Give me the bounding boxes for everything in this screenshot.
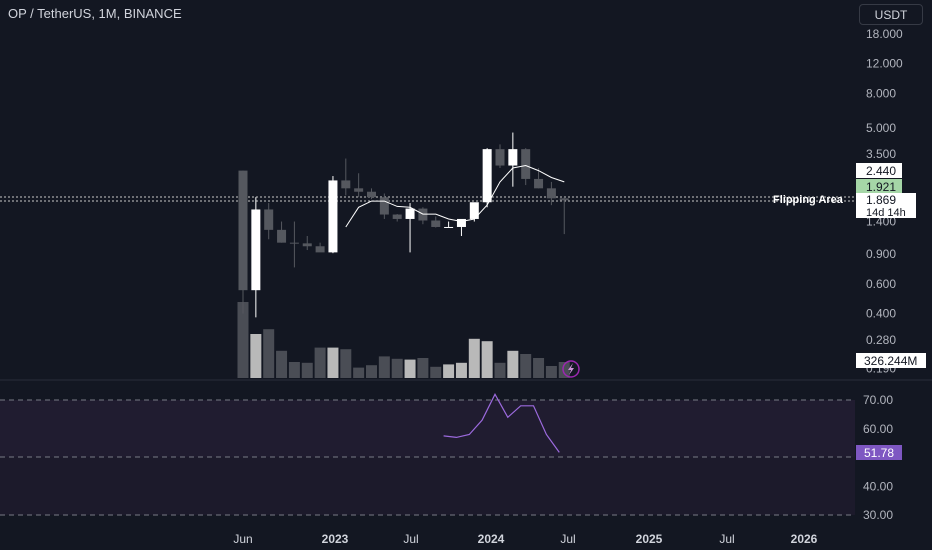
rsi-value-badge [856, 445, 902, 460]
candle-body [508, 149, 518, 166]
price-tick: 3.500 [866, 147, 896, 161]
flipping-area-label: Flipping Area [773, 194, 844, 206]
level-badge [856, 179, 902, 194]
candle-body [238, 170, 248, 291]
candle-body [264, 209, 274, 230]
volume-badge [856, 353, 926, 368]
candle-body [546, 188, 556, 199]
rsi-band-lower [0, 457, 855, 515]
candle-body [341, 180, 351, 189]
price-tick: 0.190 [866, 361, 896, 375]
price-tick: 0.900 [866, 247, 896, 261]
rsi-tick: 60.00 [863, 422, 893, 436]
volume-bar [545, 366, 557, 378]
level-label: 1.921 [866, 180, 896, 194]
candle-body [534, 178, 544, 189]
time-tick: Jul [719, 532, 734, 546]
candle-body [469, 202, 479, 219]
volume-bar [314, 347, 326, 378]
prev-close-label: 2.440 [866, 164, 896, 178]
candle-body [289, 242, 299, 244]
moving-average-line [345, 164, 565, 228]
candle-body [482, 149, 492, 203]
volume-bar [468, 338, 480, 378]
rsi-value-label: 51.78 [864, 446, 894, 460]
volume-bar [455, 362, 467, 378]
candle-body [302, 243, 312, 247]
last-price-label: 1.869 [866, 193, 896, 207]
volume-bar [301, 362, 313, 378]
symbol-title: OP / TetherUS, 1M, BINANCE [8, 6, 182, 21]
volume-bar [494, 362, 506, 378]
candle-body [328, 180, 338, 253]
time-tick: 2026 [791, 532, 818, 546]
time-tick: Jul [560, 532, 575, 546]
candle-body [392, 214, 402, 219]
price-tick: 5.000 [866, 121, 896, 135]
time-tick: 2025 [636, 532, 663, 546]
lightning-icon[interactable] [562, 360, 580, 378]
volume-bar [366, 365, 377, 378]
candle-body [251, 209, 261, 291]
price-tick: 1.400 [866, 215, 896, 229]
candle-body [315, 246, 325, 253]
volume-bar [237, 302, 249, 378]
rsi-tick: 30.00 [863, 508, 893, 522]
volume-bar [430, 366, 442, 378]
candle-body [379, 197, 389, 215]
candle-body [418, 208, 428, 221]
volume-bar [520, 354, 532, 378]
rsi-line [443, 393, 560, 453]
volume-bar [250, 334, 262, 378]
price-tick: 0.280 [866, 333, 896, 347]
volume-label: 326.244M [864, 354, 917, 368]
rsi-tick: 70.00 [863, 393, 893, 407]
volume-bar [417, 358, 429, 378]
volume-bar [558, 362, 570, 378]
prev-close-badge [856, 163, 902, 178]
candle-body [559, 198, 569, 201]
volume-bar [276, 350, 288, 378]
candle-body [405, 208, 415, 219]
volume-bar [443, 364, 455, 378]
candle-body [521, 149, 531, 179]
volume-bar [404, 359, 416, 378]
candle-body [431, 220, 441, 227]
time-tick: Jul [403, 532, 418, 546]
volume-bar [288, 362, 300, 378]
time-tick: 2024 [478, 532, 505, 546]
price-tick: 0.400 [866, 307, 896, 321]
price-tick: 8.000 [866, 86, 896, 100]
candle-body [277, 229, 287, 243]
volume-bar [507, 350, 519, 378]
volume-bar [263, 329, 275, 378]
volume-bar [481, 341, 493, 378]
candle-body [367, 191, 376, 198]
currency-button[interactable]: USDT [859, 4, 923, 25]
volume-bar [391, 358, 403, 378]
candle-body [495, 149, 505, 166]
volume-bar [533, 358, 545, 378]
volume-bar [340, 349, 352, 378]
price-tick: 12.000 [866, 57, 903, 71]
candle-body [456, 218, 466, 227]
volume-bar [353, 367, 365, 378]
volume-bar [327, 347, 339, 378]
volume-bar [378, 356, 390, 378]
candle-body [354, 188, 364, 192]
last-price-badge [856, 193, 916, 218]
candle-body [444, 226, 454, 228]
price-tick: 18.000 [866, 27, 903, 41]
time-tick: Jun [233, 532, 252, 546]
time-tick: 2023 [322, 532, 349, 546]
countdown-label: 14d 14h [866, 207, 906, 219]
price-tick: 0.600 [866, 277, 896, 291]
rsi-tick: 40.00 [863, 479, 893, 493]
rsi-band-upper [0, 400, 855, 457]
